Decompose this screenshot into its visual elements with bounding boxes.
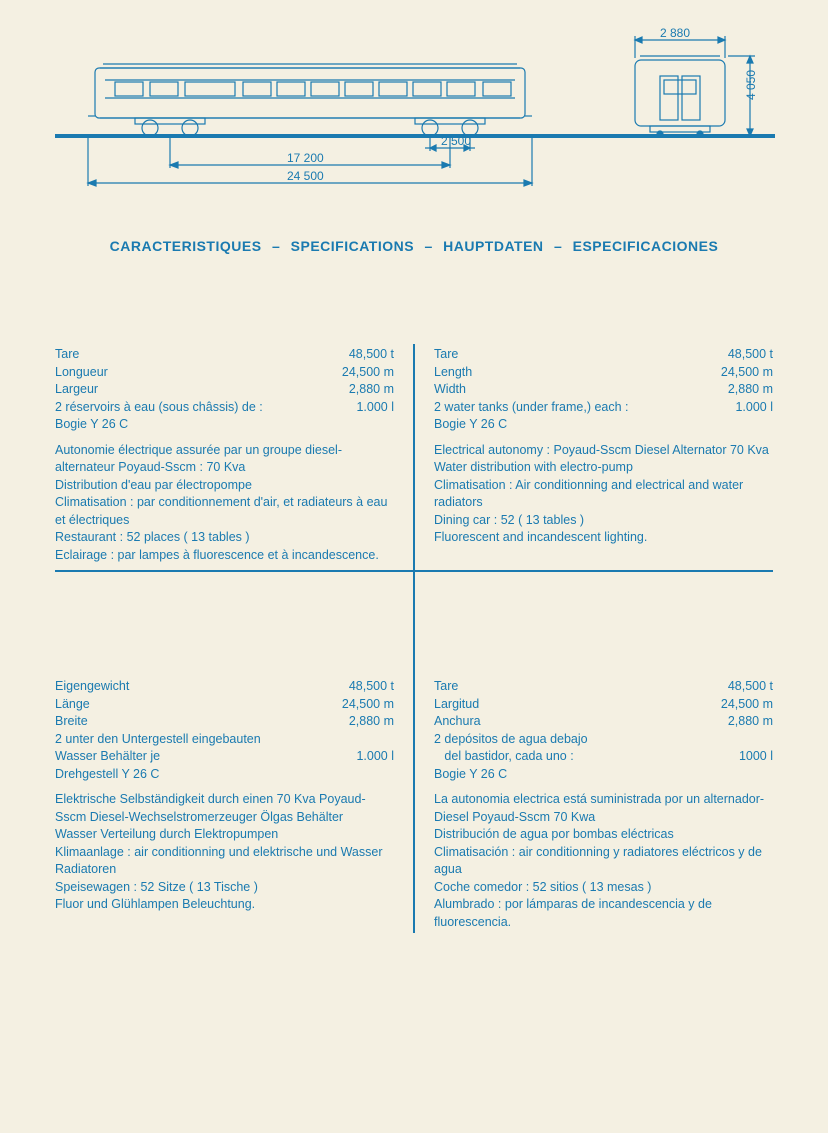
en-p1: Electrical autonomy : Poyaud-Sscm Diesel…: [434, 442, 773, 460]
es-p5: Alumbrado : por lámparas de incandescenc…: [434, 896, 773, 931]
en-p3: Climatisation : Air conditionning and el…: [434, 477, 773, 512]
de-tank-label2: Wasser Behälter je: [55, 748, 356, 766]
fr-p2: Distribution d'eau par électropompe: [55, 477, 394, 495]
es-p1: La autonomia electrica está suministrada…: [434, 791, 773, 826]
heading-de: HAUPTDATEN: [443, 238, 543, 254]
de-tare-value: 48,500 t: [349, 678, 394, 696]
de-bogie: Drehgestell Y 26 C: [55, 766, 394, 784]
fr-tare-label: Tare: [55, 346, 349, 364]
fr-tank-value: 1.000 l: [356, 399, 394, 417]
dim-bogie-centers: 17 200: [287, 151, 324, 165]
en-bogie: Bogie Y 26 C: [434, 416, 773, 434]
de-length-label: Länge: [55, 696, 342, 714]
de-width-value: 2,880 m: [349, 713, 394, 731]
en-tank-label: 2 water tanks (under frame,) each :: [434, 399, 735, 417]
es-length-value: 24,500 m: [721, 696, 773, 714]
es-bogie: Bogie Y 26 C: [434, 766, 773, 784]
fr-p1: Autonomie électrique assurée par un grou…: [55, 442, 394, 477]
dim-bogie-wheelbase: 2 500: [441, 134, 471, 148]
es-tank-label1: 2 depósitos de agua debajo: [434, 731, 773, 749]
de-p4: Speisewagen : 52 Sitze ( 13 Tische ): [55, 879, 394, 897]
de-p3: Klimaanlage : air conditionning und elek…: [55, 844, 394, 879]
es-p3: Climatisación : air conditionning y radi…: [434, 844, 773, 879]
fr-tank-label: 2 réservoirs à eau (sous châssis) de :: [55, 399, 356, 417]
de-p5: Fluor und Glühlampen Beleuchtung.: [55, 896, 394, 914]
es-p2: Distribución de agua por bombas eléctric…: [434, 826, 773, 844]
heading-fr: CARACTERISTIQUES: [110, 238, 262, 254]
en-tare-label: Tare: [434, 346, 728, 364]
heading-es: ESPECIFICACIONES: [573, 238, 719, 254]
dim-total-length: 24 500: [287, 169, 324, 183]
de-tank-value: 1.000 l: [356, 748, 394, 766]
en-p2: Water distribution with electro-pump: [434, 459, 773, 477]
de-length-value: 24,500 m: [342, 696, 394, 714]
fr-width-label: Largeur: [55, 381, 349, 399]
dim-height: 4 050: [744, 70, 758, 100]
es-p4: Coche comedor : 52 sitios ( 13 mesas ): [434, 879, 773, 897]
fr-p3: Climatisation : par conditionnement d'ai…: [55, 494, 394, 529]
fr-length-label: Longueur: [55, 364, 342, 382]
en-tare-value: 48,500 t: [728, 346, 773, 364]
spec-block-fr: Tare48,500 t Longueur24,500 m Largeur2,8…: [55, 344, 414, 566]
es-tare-label: Tare: [434, 678, 728, 696]
es-tank-label2: del bastidor, cada uno :: [434, 748, 739, 766]
en-width-label: Width: [434, 381, 728, 399]
de-tank-label1: 2 unter den Untergestell eingebauten: [55, 731, 394, 749]
es-tank-value: 1000 l: [739, 748, 773, 766]
de-p2: Wasser Verteilung durch Elektropumpen: [55, 826, 394, 844]
fr-width-value: 2,880 m: [349, 381, 394, 399]
heading-en: SPECIFICATIONS: [291, 238, 414, 254]
en-width-value: 2,880 m: [728, 381, 773, 399]
spec-block-en: Tare48,500 t Length24,500 m Width2,880 m…: [414, 344, 773, 566]
section-heading: CARACTERISTIQUES – SPECIFICATIONS – HAUP…: [55, 238, 773, 254]
fr-length-value: 24,500 m: [342, 364, 394, 382]
fr-tare-value: 48,500 t: [349, 346, 394, 364]
en-tank-value: 1.000 l: [735, 399, 773, 417]
es-length-label: Largitud: [434, 696, 721, 714]
es-tare-value: 48,500 t: [728, 678, 773, 696]
fr-p4: Restaurant : 52 places ( 13 tables ): [55, 529, 394, 547]
de-width-label: Breite: [55, 713, 349, 731]
fr-p5: Eclairage : par lampes à fluorescence et…: [55, 547, 394, 565]
dim-width: 2 880: [660, 28, 690, 40]
es-width-value: 2,880 m: [728, 713, 773, 731]
en-p5: Fluorescent and incandescent lighting.: [434, 529, 773, 547]
en-length-value: 24,500 m: [721, 364, 773, 382]
fr-bogie: Bogie Y 26 C: [55, 416, 394, 434]
en-p4: Dining car : 52 ( 13 tables ): [434, 512, 773, 530]
technical-diagram: 2 500 17 200 24 500 2 880 4 050: [55, 28, 773, 198]
en-length-label: Length: [434, 364, 721, 382]
spec-block-de: Eigengewicht48,500 t Länge24,500 m Breit…: [55, 676, 414, 933]
spec-block-es: Tare48,500 t Largitud24,500 m Anchura2,8…: [414, 676, 773, 933]
es-width-label: Anchura: [434, 713, 728, 731]
de-tare-label: Eigengewicht: [55, 678, 349, 696]
de-p1: Elektrische Selbständigkeit durch einen …: [55, 791, 394, 826]
specs-grid: Tare48,500 t Longueur24,500 m Largeur2,8…: [55, 344, 773, 933]
